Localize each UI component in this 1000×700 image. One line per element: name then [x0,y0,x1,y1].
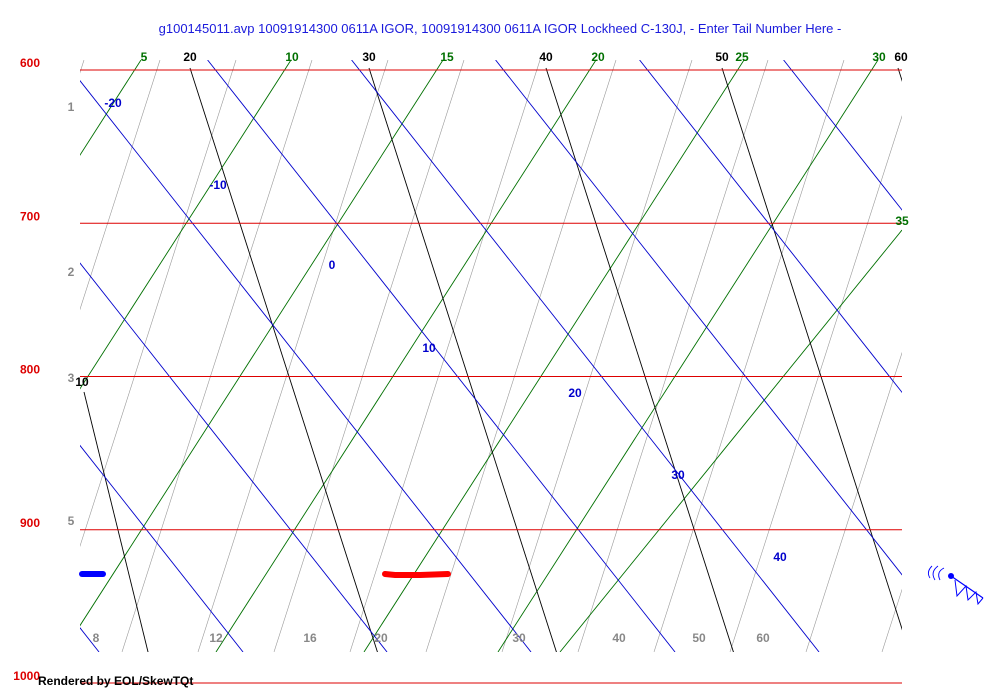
height-label: 3 [68,371,75,385]
isotherm-label: 20 [568,386,582,400]
isotherm-line [80,262,388,652]
isotherm-line [495,60,902,576]
wind-barb-station [948,573,954,579]
mixing-ratio-label: 8 [93,631,100,645]
isotherm-line [207,60,676,652]
isotherm-label: 0 [329,258,336,272]
mixing-ratio-line [653,60,845,652]
isobar-label: 1000 [13,669,40,683]
mixing-ratio-label: 50 [692,631,706,645]
mixing-ratio-label: 16 [303,631,317,645]
isotherm-label: 30 [671,468,685,482]
isobar-label: 900 [20,516,40,530]
mixing-ratio-line [577,60,769,652]
height-label: 2 [68,265,75,279]
isotherm-label: 40 [773,550,787,564]
label-layer: 600 700 800 900 1000 -20 -10 0 10 20 30 40 10 20 30 40 5… [13,50,909,683]
isotherm-line [783,60,902,211]
wind-barb-pennants [954,579,984,606]
moist-adiabat-label: 25 [735,50,749,64]
moist-adiabat-line [559,229,902,652]
mixing-ratio-line [805,351,902,652]
height-label: 1 [68,100,75,114]
mixing-ratio-label: 20 [374,631,388,645]
moist-adiabat-line [80,60,292,390]
moist-adiabat-label: 15 [440,50,454,64]
dry-adiabat-label: 40 [539,50,553,64]
mixing-ratio-line [729,115,902,652]
mixing-ratio-line [273,60,465,652]
moist-adiabat-label: 30 [872,50,886,64]
isotherm-label: 10 [422,341,436,355]
mixing-ratio-line [80,60,237,548]
isotherm-line [928,60,1000,652]
mixing-ratio-line [80,60,161,311]
dry-adiabat-line [189,67,378,652]
moist-adiabat-label: 10 [285,50,299,64]
moist-adiabat-label: 5 [141,50,148,64]
chart-title: g100145011.avp 10091914300 0611A IGOR, 1… [159,21,842,36]
dry-adiabat-line [897,67,902,82]
footer-credit: Rendered by EOL/SkewTQt [38,674,193,688]
mixing-ratio-label: 60 [756,631,770,645]
isotherm-line [351,60,820,652]
moist-adiabat-line [80,60,444,627]
dry-adiabat-label: 30 [362,50,376,64]
moist-adiabat-label: 20 [591,50,605,64]
isotherm-label: -20 [104,96,122,110]
moist-adiabat-line [497,60,879,652]
wind-barb [927,565,984,606]
mixing-ratio-label: 30 [512,631,526,645]
mixing-ratio-line [501,60,693,652]
isotherm-line [80,80,532,652]
mixing-ratio-line [349,60,541,652]
mixing-ratio-label: 40 [612,631,626,645]
grid-layer [0,60,1000,652]
dry-adiabat-line [368,67,557,652]
moist-adiabat-line [363,60,745,652]
dry-adiabat-line [83,391,149,652]
dry-adiabat-label: 20 [183,50,197,64]
mixing-ratio-line [0,60,8,652]
mixing-ratio-line [425,60,617,652]
wind-barb-arcs [927,565,945,581]
moist-adiabat-label: 35 [895,214,909,228]
wind-barb-staff [950,575,984,599]
dry-adiabat-label: 10 [75,375,89,389]
isotherm-line [80,444,244,652]
isotherm-line [639,60,902,394]
dry-adiabat-line [545,67,734,652]
mixing-ratio-line [881,588,902,652]
mixing-ratio-line [121,60,313,652]
isotherm-label: -10 [209,178,227,192]
isobar-layer [80,69,902,684]
height-label: 5 [68,514,75,528]
moist-adiabat-line [215,60,597,652]
trace-layer [79,571,451,578]
isobar-label: 700 [20,209,40,223]
mixing-ratio-line [197,60,389,652]
isobar-label: 600 [20,56,40,70]
mixing-ratio-label: 12 [209,631,223,645]
mixing-ratio-line [80,60,85,74]
temperature-trace [382,571,451,578]
isobar-label: 800 [20,363,40,377]
dry-adiabat-label: 60 [894,50,908,64]
dry-adiabat-label: 50 [715,50,729,64]
dry-adiabat-line [721,67,902,631]
